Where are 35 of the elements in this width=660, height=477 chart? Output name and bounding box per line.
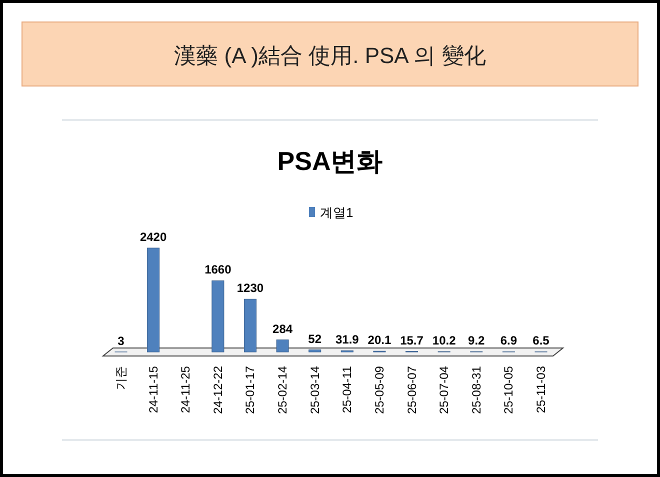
bar: [147, 248, 160, 352]
data-label: 52: [308, 332, 322, 346]
x-tick-label: 24-11-15: [146, 366, 160, 414]
x-tick-label: 기준: [114, 366, 128, 390]
bar: [308, 350, 322, 352]
data-label: 20.1: [368, 333, 392, 348]
x-tick-label: 25-02-14: [276, 366, 290, 414]
data-label: 1660: [204, 262, 232, 277]
x-tick-label: 25-05-09: [372, 366, 386, 414]
bar: [244, 298, 256, 352]
data-label: 10.2: [432, 334, 456, 348]
chart-title: PSA변화: [277, 146, 383, 176]
x-tick-label: 25-11-03: [534, 366, 548, 414]
x-tick-label: 25-07-04: [437, 366, 452, 414]
data-label: 2420: [140, 230, 167, 244]
x-tick-label: 25-01-17: [243, 366, 258, 414]
x-tick-label: 25-10-05: [502, 366, 516, 414]
data-label: 31.9: [335, 332, 360, 347]
x-tick-label: 25-06-07: [404, 366, 419, 414]
legend-label: 계열1: [320, 205, 354, 220]
text: 漢藥 (A )結合 使用. PSA 의 變化: [174, 43, 486, 68]
data-label: 284: [272, 322, 293, 336]
data-label: 9.2: [468, 334, 486, 348]
data-label: 3: [118, 334, 125, 348]
bar: [276, 340, 289, 352]
x-tick-label: 25-08-31: [469, 366, 484, 414]
x-tick-label: 25-04-11: [340, 366, 354, 414]
x-tick-label: 25-03-14: [308, 366, 322, 414]
x-tick-label: 24-11-25: [178, 366, 193, 414]
data-label: 6.9: [500, 334, 518, 348]
bar: [212, 280, 224, 352]
data-label: 15.7: [400, 333, 424, 348]
x-tick-label: 24-12-22: [210, 366, 225, 414]
data-label: 1230: [236, 281, 264, 296]
data-label: 6.5: [532, 334, 550, 348]
